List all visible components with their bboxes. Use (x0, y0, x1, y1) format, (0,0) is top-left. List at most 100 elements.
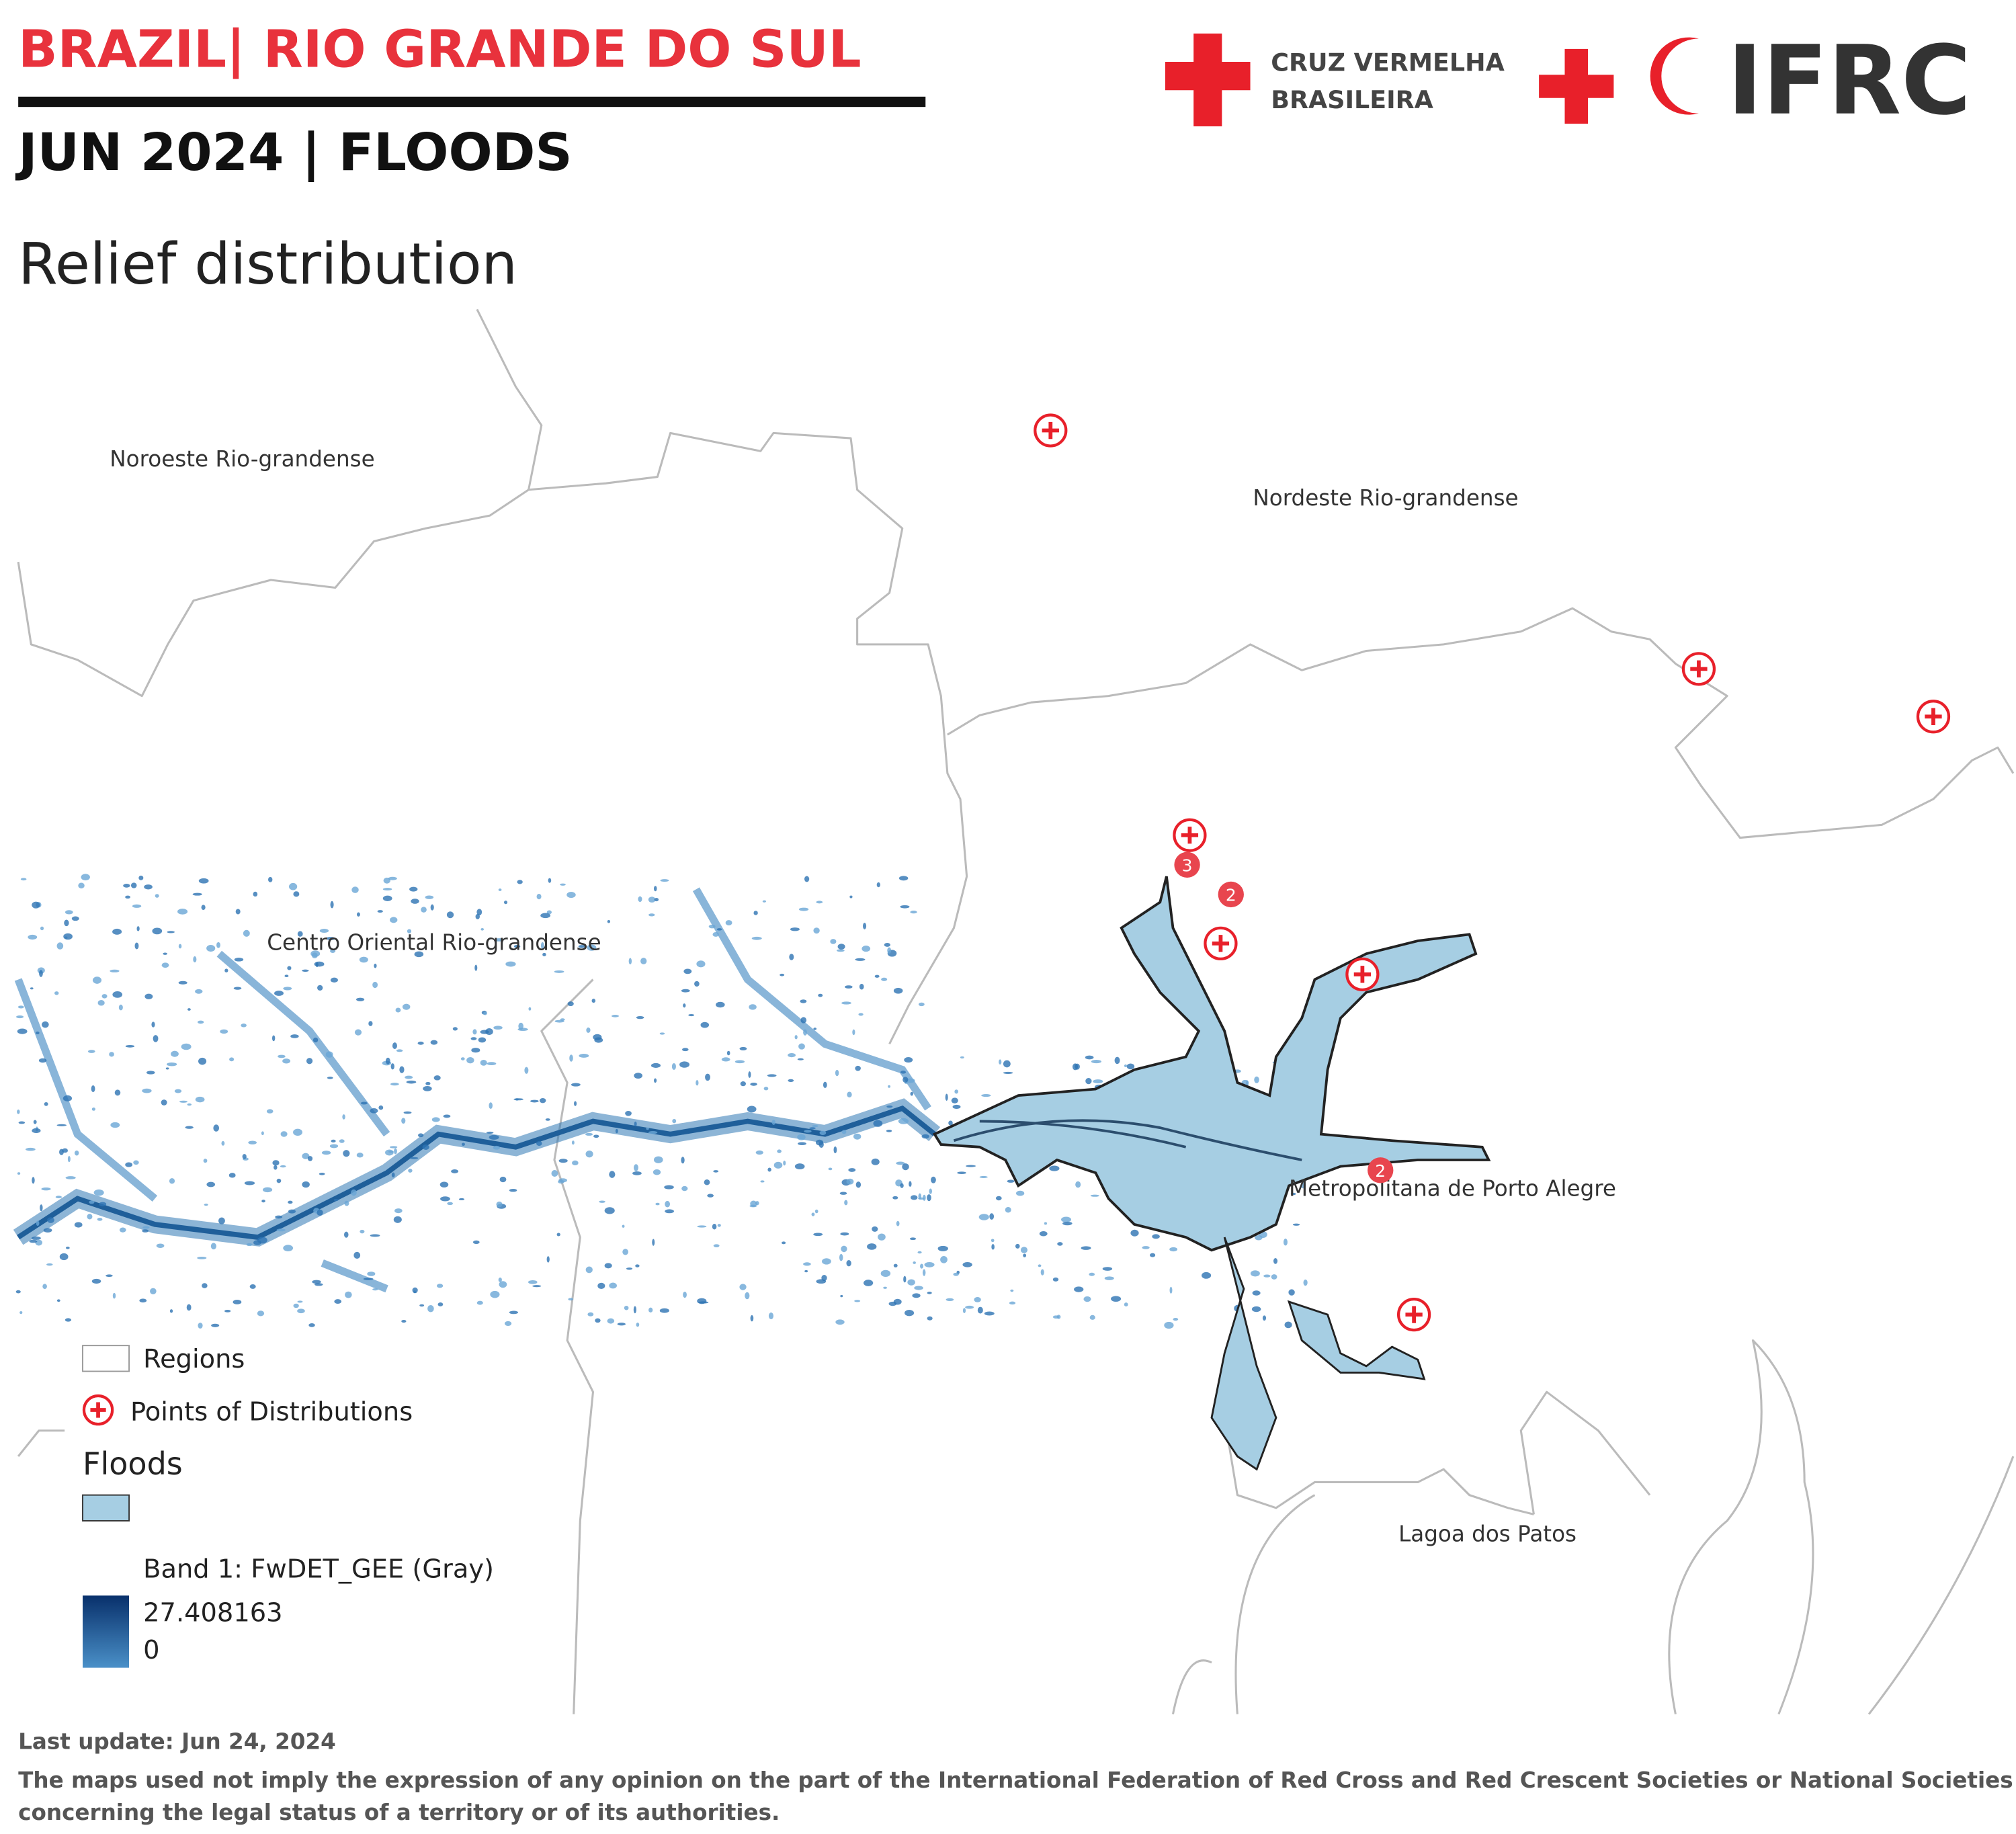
region-label: Lagoa dos Patos (1398, 1522, 1577, 1547)
flood-speck (893, 987, 903, 994)
flood-speck (363, 1278, 374, 1280)
flood-speck (753, 911, 758, 915)
flood-speck (394, 1208, 403, 1214)
flood-speck (134, 942, 139, 950)
flood-speck (476, 1300, 483, 1305)
flood-speck (788, 1079, 794, 1083)
flood-speck (29, 1239, 38, 1243)
flood-speck (220, 1029, 228, 1034)
title: BRAZIL| RIO GRANDE DO SUL (18, 20, 861, 80)
flood-speck (1075, 1181, 1081, 1188)
flood-speck (981, 1093, 991, 1097)
flood-speck (912, 1293, 921, 1298)
flood-speck (977, 1306, 983, 1314)
flood-speck (425, 1081, 431, 1085)
flood-speck (927, 1194, 931, 1202)
flood-speck (804, 1269, 808, 1273)
flood-speck (697, 1225, 707, 1228)
flood-speck (63, 933, 73, 940)
flood-speck (726, 1050, 730, 1056)
flood-speck (655, 1202, 660, 1206)
flood-speck (144, 993, 153, 999)
flood-speck (412, 1287, 418, 1294)
flood-speck (261, 1131, 264, 1136)
flood-speck (472, 1240, 480, 1244)
flood-speck (872, 1226, 878, 1232)
flood-speck (1252, 1290, 1261, 1296)
flood-speck (830, 939, 837, 944)
flood-speck (900, 1071, 907, 1074)
flood-speck (333, 1198, 339, 1202)
flood-speck (989, 1213, 995, 1220)
flood-speck (430, 1040, 438, 1045)
flood-speck (1124, 1302, 1128, 1307)
flood-speck (487, 1062, 497, 1066)
flood-speck (165, 1067, 169, 1070)
flood-speck (625, 1110, 632, 1116)
flood-speck (55, 1196, 62, 1199)
flood-speck (1003, 1060, 1011, 1068)
flood-speck (343, 1150, 350, 1157)
flood-speck (311, 952, 318, 959)
flood-speck (368, 1021, 373, 1026)
flood-speck (406, 1080, 417, 1084)
flood-speck (991, 1244, 995, 1250)
point-cross (90, 1402, 106, 1418)
flood-speck (142, 1226, 150, 1229)
flood-speck (1283, 1239, 1288, 1246)
flood-speck (489, 1102, 493, 1110)
flood-speck (840, 1232, 849, 1236)
disclaimer-box: The maps used not imply the expression o… (18, 1768, 2013, 1827)
disclaimer: The maps used not imply the expression o… (18, 1768, 2013, 1827)
river-flood (17, 1105, 937, 1241)
flood-speck (221, 1140, 225, 1146)
flood-speck (202, 1283, 208, 1288)
flood-speck (1102, 1267, 1113, 1271)
flood-speck (272, 1160, 280, 1166)
flood-speck (585, 1266, 593, 1274)
flood-speck (671, 1062, 676, 1070)
flood-speck (495, 938, 504, 942)
legend: Regions Points of Distributions Floods B… (82, 1344, 494, 1668)
flood-speck (800, 1017, 807, 1024)
legend-heading: Floods (83, 1446, 183, 1482)
point-cross (1353, 966, 1372, 983)
legend-text: Band 1: FwDET_GEE (Gray) (143, 1554, 494, 1584)
flood-speck (503, 901, 508, 905)
flood-speck (224, 968, 228, 973)
flood-speck (681, 1157, 685, 1164)
flood-speck (847, 1091, 852, 1098)
flood-speck (828, 1167, 833, 1171)
flood-speck (881, 977, 888, 981)
flood-speck (266, 1109, 274, 1114)
flood-speck (558, 1159, 568, 1163)
flood-speck (198, 878, 209, 884)
flood-speck (106, 1274, 113, 1278)
flood-speck (293, 891, 300, 897)
flood-speck (587, 1312, 594, 1317)
flood-speck (17, 1172, 21, 1175)
flood-speck (708, 924, 716, 929)
flood-speck (1015, 1190, 1025, 1196)
flood-speck (367, 1272, 376, 1276)
flood-speck (513, 944, 521, 948)
legend-symbol (82, 1394, 114, 1426)
flood-speck (248, 1140, 257, 1144)
flood-speck (946, 1298, 954, 1301)
flood-speck (71, 916, 79, 921)
flood-speck (1074, 1286, 1084, 1292)
flood-speck (32, 1128, 41, 1134)
flood-speck (585, 1132, 593, 1136)
flood-speck (25, 1147, 36, 1151)
flood-speck (896, 1220, 900, 1226)
flood-speck (187, 1103, 192, 1106)
region-label: Nordeste Rio-grandense (1253, 485, 1518, 511)
flood-speck (1085, 1055, 1094, 1060)
point-clusters: 3 2 2 (1174, 851, 1394, 1183)
flood-speck (39, 970, 43, 977)
flood-speck (1089, 1272, 1095, 1276)
flood-speck (632, 1171, 642, 1175)
flood-speck (283, 987, 292, 991)
flood-speck (794, 1035, 798, 1040)
